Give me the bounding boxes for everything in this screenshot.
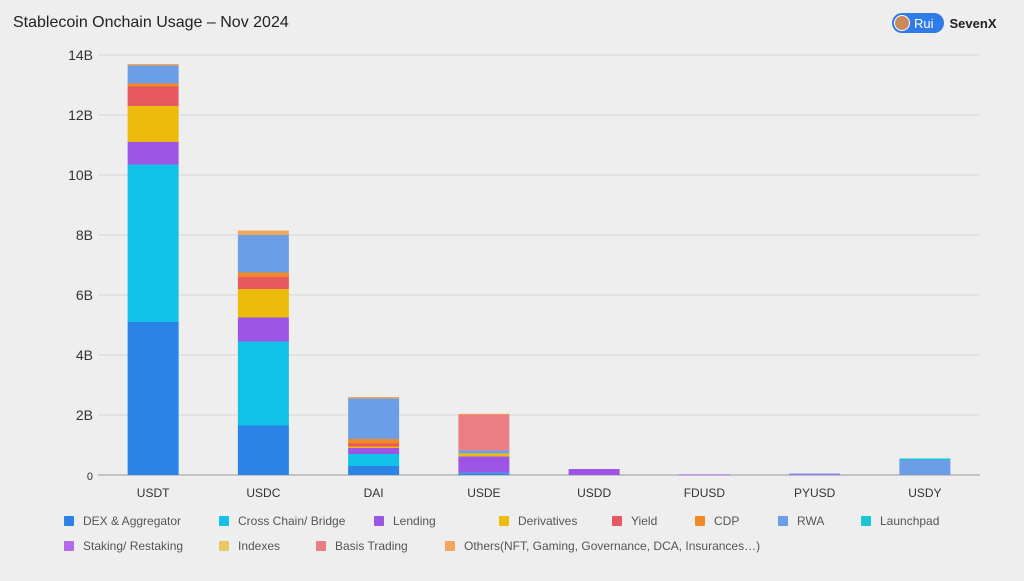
x-tick-label: PYUSD xyxy=(794,486,836,500)
legend-item: DEX & Aggregator xyxy=(64,513,219,529)
legend-label: Others(NFT, Gaming, Governance, DCA, Ins… xyxy=(464,539,761,553)
legend-swatch xyxy=(499,516,509,526)
legend-swatch xyxy=(316,541,326,551)
legend-item: Lending xyxy=(374,513,499,529)
bar-segment xyxy=(458,456,510,473)
bar-segment xyxy=(899,458,951,460)
legend-swatch xyxy=(612,516,622,526)
legend-label: Yield xyxy=(631,514,658,528)
legend-label: Basis Trading xyxy=(335,539,408,553)
bar-segment xyxy=(237,235,289,273)
bar-segment xyxy=(237,289,289,318)
legend-item: Basis Trading xyxy=(316,538,445,554)
bar-segment xyxy=(348,454,400,466)
bar-segment xyxy=(458,473,510,475)
x-tick-label: USDC xyxy=(246,486,280,500)
company-name: SevenX xyxy=(949,15,997,31)
bar-segment xyxy=(127,86,179,106)
chart-legend: DEX & Aggregator Cross Chain/ Bridge Lendi… xyxy=(64,513,1004,554)
y-tick-label: 10B xyxy=(68,167,93,183)
author-avatar xyxy=(894,15,910,31)
legend-swatch xyxy=(64,541,74,551)
bar-segment xyxy=(237,277,289,289)
y-tick-label: 0 xyxy=(87,471,93,483)
y-tick-label: 4B xyxy=(76,347,93,363)
legend-label: RWA xyxy=(797,514,825,528)
bar-segment xyxy=(678,474,730,476)
legend-label: Launchpad xyxy=(880,514,940,528)
y-tick-label: 14B xyxy=(68,47,93,63)
x-tick-label: USDE xyxy=(467,486,500,500)
bar-segment xyxy=(899,460,951,475)
bar-segment xyxy=(348,439,400,444)
x-tick-label: USDY xyxy=(908,486,941,500)
bar-segment xyxy=(237,425,289,475)
bar-segment xyxy=(127,322,179,475)
legend-swatch xyxy=(695,516,705,526)
legend-label: Cross Chain/ Bridge xyxy=(238,514,346,528)
y-tick-label: 12B xyxy=(68,107,93,123)
legend-swatch xyxy=(778,516,788,526)
legend-item: Others(NFT, Gaming, Governance, DCA, Ins… xyxy=(445,538,775,554)
legend-label: Indexes xyxy=(238,539,281,553)
legend-item: Indexes xyxy=(219,538,316,554)
bar-segment xyxy=(348,397,400,399)
legend-item: Derivatives xyxy=(499,513,612,529)
bar-segment xyxy=(237,317,289,342)
bar-segment xyxy=(348,398,400,439)
y-tick-label: 6B xyxy=(76,287,93,303)
bar-segment xyxy=(127,142,179,165)
bar-segment xyxy=(237,230,289,235)
legend-item: CDP xyxy=(695,513,778,529)
bar-segment xyxy=(237,272,289,277)
chart-title: Stablecoin Onchain Usage – Nov 2024 xyxy=(13,14,289,31)
legend-item: Staking/ Restaking xyxy=(64,538,219,554)
x-tick-label: USDT xyxy=(137,486,170,500)
bar-segment xyxy=(127,83,179,87)
legend-swatch xyxy=(64,516,74,526)
brand-area: Rui SevenX xyxy=(892,13,997,33)
bar-segment xyxy=(458,472,510,474)
legend-swatch xyxy=(861,516,871,526)
legend-label: CDP xyxy=(714,514,740,528)
bar-segment xyxy=(348,446,400,448)
author-name: Rui xyxy=(914,15,934,31)
bar-segment xyxy=(458,453,510,457)
x-tick-label: FDUSD xyxy=(684,486,726,500)
bar-segment xyxy=(458,413,510,415)
legend-label: Staking/ Restaking xyxy=(83,539,184,553)
legend-item: Launchpad xyxy=(861,513,961,529)
legend-label: DEX & Aggregator xyxy=(83,514,182,528)
bar-segment xyxy=(789,473,841,475)
legend-item: RWA xyxy=(778,513,861,529)
bar-segment xyxy=(127,164,179,322)
bar-segment xyxy=(127,64,179,66)
bar-segment xyxy=(348,448,400,454)
bar-segment xyxy=(568,469,620,475)
bar-chart: 0 2B 4B 6B 8B 10B 12B 14B USDT USDC DAI USDE USDD FDU… xyxy=(68,47,980,500)
bar-segment xyxy=(127,106,179,142)
y-tick-label: 8B xyxy=(76,227,93,243)
author-badge: Rui xyxy=(892,13,944,33)
bar-segment xyxy=(458,414,510,451)
bar-segment xyxy=(237,341,289,426)
legend-swatch xyxy=(219,541,229,551)
x-tick-label: USDD xyxy=(577,486,611,500)
bar-segment xyxy=(348,443,400,447)
legend-item: Yield xyxy=(612,513,695,529)
y-tick-label: 2B xyxy=(76,407,93,423)
bar-segment xyxy=(789,474,841,476)
legend-item: Cross Chain/ Bridge xyxy=(219,513,374,529)
legend-swatch xyxy=(219,516,229,526)
legend-label: Lending xyxy=(393,514,436,528)
bar-segment xyxy=(458,450,510,454)
legend-swatch xyxy=(374,516,384,526)
x-tick-label: DAI xyxy=(364,486,384,500)
legend-label: Derivatives xyxy=(518,514,578,528)
legend-swatch xyxy=(445,541,455,551)
bar-segment xyxy=(348,466,400,475)
bar-segment xyxy=(127,65,179,84)
